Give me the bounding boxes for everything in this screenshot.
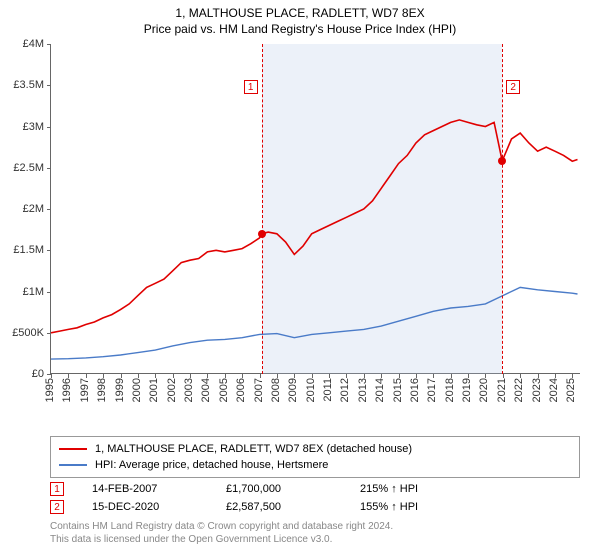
transaction-row: 2 15-DEC-2020 £2,587,500 155% ↑ HPI	[50, 498, 580, 516]
transaction-price: £1,700,000	[226, 483, 336, 495]
xtick-label: 2004	[200, 378, 212, 402]
xtick-label: 1998	[96, 378, 108, 402]
xtick-label: 2016	[409, 378, 421, 402]
xtick-label: 2003	[183, 378, 195, 402]
xtick-label: 2018	[444, 378, 456, 402]
xtick-label: 2009	[287, 378, 299, 402]
xtick-label: 2007	[253, 378, 265, 402]
xtick-label: 2015	[392, 378, 404, 402]
ytick-label: £2.5M	[13, 162, 44, 174]
legend-swatch-2	[59, 464, 87, 466]
titles: 1, MALTHOUSE PLACE, RADLETT, WD7 8EX Pri…	[0, 0, 600, 36]
title-main: 1, MALTHOUSE PLACE, RADLETT, WD7 8EX	[0, 6, 600, 20]
transaction-vline	[262, 44, 263, 374]
xtick-label: 2014	[374, 378, 386, 402]
legend-row-1: 1, MALTHOUSE PLACE, RADLETT, WD7 8EX (de…	[59, 441, 571, 457]
ytick-label: £1.5M	[13, 244, 44, 256]
xtick-label: 2005	[218, 378, 230, 402]
legend-box: 1, MALTHOUSE PLACE, RADLETT, WD7 8EX (de…	[50, 436, 580, 478]
transaction-marker: 1	[244, 80, 258, 94]
transaction-date: 14-FEB-2007	[92, 483, 202, 495]
ytick-label: £4M	[23, 38, 44, 50]
transaction-vline	[502, 44, 503, 374]
legend-row-2: HPI: Average price, detached house, Hert…	[59, 457, 571, 473]
transaction-pct: 215% ↑ HPI	[360, 483, 418, 495]
transactions-table: 1 14-FEB-2007 £1,700,000 215% ↑ HPI 2 15-DEC-…	[50, 480, 580, 516]
transaction-marker: 2	[506, 80, 520, 94]
transaction-date: 15-DEC-2020	[92, 501, 202, 513]
xtick-label: 2017	[426, 378, 438, 402]
xtick-label: 2001	[148, 378, 160, 402]
ytick-label: £0	[32, 368, 44, 380]
xtick-label: 2010	[305, 378, 317, 402]
chart-area: 12 £0£500K£1M£1.5M£2M£2.5M£3M£3.5M£4M199…	[50, 44, 580, 374]
legend-label-1: 1, MALTHOUSE PLACE, RADLETT, WD7 8EX (de…	[95, 443, 412, 455]
ytick-label: £2M	[23, 203, 44, 215]
xtick-label: 2020	[478, 378, 490, 402]
xtick-label: 2002	[166, 378, 178, 402]
ytick-label: £1M	[23, 286, 44, 298]
xtick-label: 2025	[565, 378, 577, 402]
xtick-label: 2008	[270, 378, 282, 402]
footer-line-1: Contains HM Land Registry data © Crown c…	[50, 520, 580, 533]
xtick-label: 2024	[548, 378, 560, 402]
xtick-label: 2022	[513, 378, 525, 402]
xtick-label: 1996	[61, 378, 73, 402]
xtick-label: 2011	[322, 378, 334, 402]
xtick-label: 2019	[461, 378, 473, 402]
xtick-label: 2013	[357, 378, 369, 402]
legend-label-2: HPI: Average price, detached house, Hert…	[95, 459, 328, 471]
chart-container: 1, MALTHOUSE PLACE, RADLETT, WD7 8EX Pri…	[0, 0, 600, 560]
footer-line-2: This data is licensed under the Open Gov…	[50, 533, 580, 546]
xtick-label: 1997	[79, 378, 91, 402]
xtick-label: 2006	[235, 378, 247, 402]
transaction-dot	[258, 230, 266, 238]
xtick-label: 2000	[131, 378, 143, 402]
xtick-label: 2023	[531, 378, 543, 402]
transaction-row-marker: 2	[50, 500, 64, 514]
xtick-label: 1999	[114, 378, 126, 402]
series-price-paid	[51, 120, 578, 333]
xtick-label: 2012	[339, 378, 351, 402]
ytick-label: £3.5M	[13, 79, 44, 91]
transaction-price: £2,587,500	[226, 501, 336, 513]
transaction-dot	[498, 157, 506, 165]
transaction-pct: 155% ↑ HPI	[360, 501, 418, 513]
series-hpi	[51, 287, 578, 359]
ytick-label: £500K	[12, 327, 44, 339]
transaction-row-marker: 1	[50, 482, 64, 496]
xtick-label: 1995	[44, 378, 56, 402]
footer: Contains HM Land Registry data © Crown c…	[50, 520, 580, 546]
plot-area: 12	[50, 44, 580, 374]
xtick-label: 2021	[496, 378, 508, 402]
transaction-row: 1 14-FEB-2007 £1,700,000 215% ↑ HPI	[50, 480, 580, 498]
legend-swatch-1	[59, 448, 87, 450]
title-sub: Price paid vs. HM Land Registry's House …	[0, 22, 600, 36]
ytick-label: £3M	[23, 121, 44, 133]
